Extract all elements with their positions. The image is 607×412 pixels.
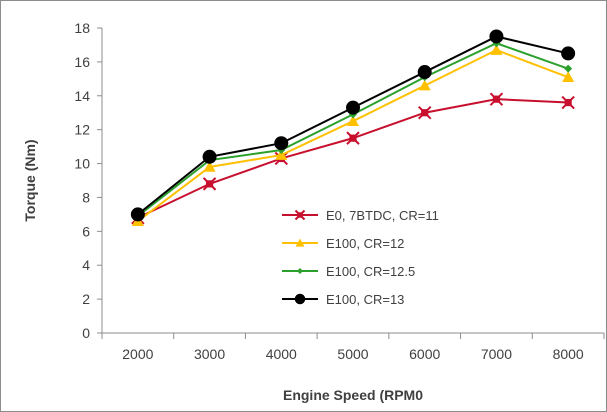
- x-tick-label: 6000: [409, 346, 440, 362]
- data-point: [562, 71, 575, 82]
- legend-item: E0, 7BTDC, CR=11: [282, 208, 439, 223]
- y-axis-label: Torque (Nm): [22, 139, 38, 221]
- legend-swatch-marker: [295, 238, 305, 247]
- y-tick-label: 14: [74, 88, 90, 104]
- x-tick-label: 3000: [194, 346, 225, 362]
- y-tick-label: 16: [74, 54, 90, 70]
- x-tick-label: 7000: [481, 346, 512, 362]
- data-point: [417, 65, 432, 80]
- data-point: [202, 149, 217, 164]
- series-line: [137, 42, 569, 217]
- data-point: [346, 100, 360, 115]
- y-tick-label: 18: [74, 20, 90, 36]
- data-point: [489, 92, 504, 106]
- data-point: [418, 106, 432, 120]
- data-point: [202, 177, 217, 191]
- x-axis-ticks: 2000 3000 4000 5000 6000 7000 8000: [101, 333, 605, 362]
- y-tick-label: 0: [82, 325, 90, 341]
- data-point: [346, 131, 360, 145]
- legend-swatch-marker: [294, 293, 306, 305]
- legend-item: E100, CR=12.5: [282, 264, 415, 279]
- axes: [101, 28, 604, 334]
- data-point: [203, 160, 216, 172]
- legend-label: E0, 7BTDC, CR=11: [326, 208, 439, 223]
- data-point: [275, 149, 288, 160]
- data-point: [561, 46, 576, 61]
- y-axis-ticks: 0 2 4 6 8 10 12 14 16 18: [74, 20, 102, 341]
- y-tick-label: 12: [74, 122, 90, 138]
- legend-label: E100, CR=12: [326, 236, 404, 251]
- legend-label: E100, CR=12.5: [326, 264, 415, 279]
- x-tick-label: 5000: [337, 346, 368, 362]
- y-tick-label: 8: [82, 189, 90, 205]
- data-point: [564, 64, 573, 73]
- series-group: [130, 29, 576, 226]
- legend-item: E100, CR=12: [282, 236, 404, 251]
- series-3: [133, 39, 573, 221]
- x-tick-label: 2000: [122, 346, 153, 362]
- data-point: [418, 79, 431, 91]
- data-point: [561, 95, 575, 110]
- y-tick-label: 6: [82, 223, 90, 239]
- data-point: [490, 44, 503, 55]
- y-tick-label: 2: [82, 291, 90, 307]
- legend-swatch-marker: [294, 209, 306, 221]
- series-2: [131, 44, 575, 226]
- data-point: [130, 207, 145, 222]
- data-point: [274, 136, 289, 151]
- y-tick-label: 4: [82, 257, 90, 273]
- x-axis-label: Engine Speed (RPM0: [283, 387, 423, 403]
- y-tick-label: 10: [74, 156, 90, 172]
- x-tick-label: 4000: [266, 346, 297, 362]
- data-point: [347, 115, 359, 126]
- legend-item: E100, CR=13: [282, 292, 404, 307]
- data-point: [489, 29, 504, 44]
- legend-label: E100, CR=13: [326, 292, 404, 307]
- legend: E0, 7BTDC, CR=11 E100, CR=12 E100, CR=12.5…: [282, 208, 439, 307]
- series-4: [130, 29, 576, 222]
- x-tick-label: 8000: [553, 346, 584, 362]
- legend-swatch-marker: [297, 268, 303, 274]
